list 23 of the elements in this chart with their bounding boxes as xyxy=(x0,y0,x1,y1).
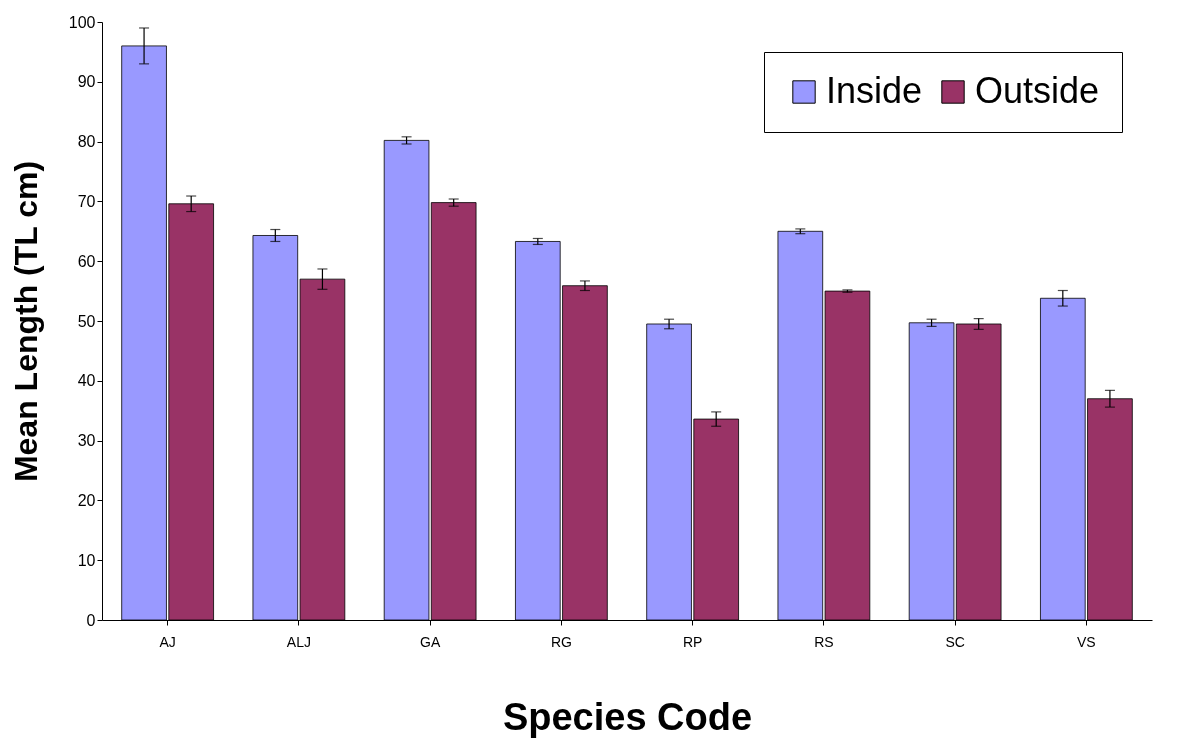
y-tick-label: 40 xyxy=(77,372,96,390)
x-tick-label: SC xyxy=(945,633,965,650)
x-tick-label: RP xyxy=(682,633,703,650)
y-tick-label: 10 xyxy=(77,551,96,569)
y-tick-label: 30 xyxy=(77,432,96,450)
y-tick-label: 0 xyxy=(86,611,96,629)
y-tick-label: 100 xyxy=(68,13,96,31)
x-tick-label: ALJ xyxy=(286,633,311,650)
y-tick-label: 50 xyxy=(77,312,96,330)
x-tick-label: RG xyxy=(550,633,572,650)
legend-label: Outside xyxy=(975,70,1100,111)
y-tick-label: 90 xyxy=(77,73,96,91)
x-tick-label: RS xyxy=(814,633,834,650)
y-axis-title: Mean Length (TL cm) xyxy=(7,160,44,483)
y-tick-label: 70 xyxy=(77,192,96,210)
y-tick-label: 20 xyxy=(77,491,96,509)
x-tick-label: AJ xyxy=(159,633,176,650)
legend-label: Inside xyxy=(826,70,923,111)
x-tick-label: GA xyxy=(420,633,441,650)
x-tick-label: VS xyxy=(1077,633,1096,650)
y-tick-label: 80 xyxy=(77,133,96,151)
x-axis-title: Species Code xyxy=(502,695,753,738)
y-tick-label: 60 xyxy=(77,252,96,270)
